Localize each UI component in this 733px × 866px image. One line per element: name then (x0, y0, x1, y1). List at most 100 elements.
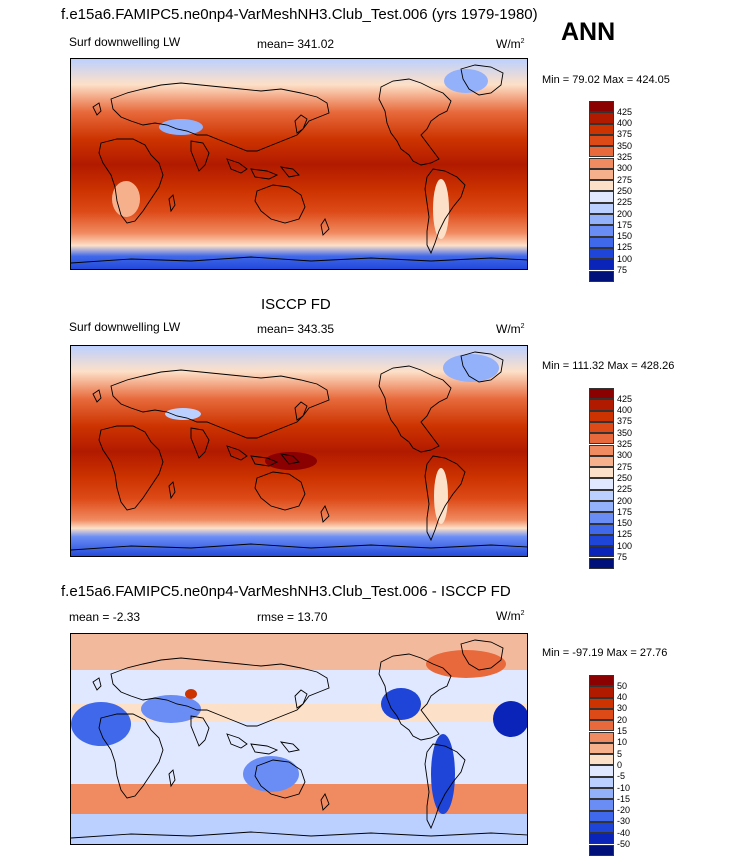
panel2-colorbar: 425 400 375 350 325 300 275 250 225 200 175 150 125 1… (589, 388, 632, 569)
panel2-colorbar-swatch (589, 421, 614, 434)
panel3-colorbar-tick-label: 0 (617, 759, 623, 770)
panel1-units-exp: 2 (520, 38, 525, 45)
panel1-colorbar-tick-label: 200 (617, 208, 633, 219)
panel3-colorbar-tick-label: 50 (617, 680, 628, 691)
panel3-mean-value: -2.33 (112, 610, 141, 624)
panel2-colorbar-swatch (589, 455, 614, 468)
panel3-colorbar-tick-label: 20 (617, 714, 628, 725)
panel1-colorbar-swatch (589, 123, 614, 135)
panel3-units-exp: 2 (520, 610, 525, 617)
panel3-colorbar-swatch (589, 788, 614, 800)
panel3-colorbar-swatch (589, 686, 614, 698)
panel2-min-label: Min = (542, 360, 570, 372)
panel2-andes (434, 468, 448, 524)
panel3-title: f.e15a6.FAMIPC5.ne0np4-VarMeshNH3.Club_T… (61, 583, 511, 600)
panel3-colorbar-tick-label: 40 (617, 692, 628, 703)
panel3-colorbar-tick-label: 5 (617, 748, 623, 759)
panel2-max-value: 428.26 (640, 360, 675, 372)
panel1-colorbar-swatch (589, 202, 614, 214)
panel2-colorbar-swatch (589, 534, 614, 547)
panel2-colorbar-swatch (589, 399, 614, 411)
panel3-min-label: Min = (542, 647, 570, 659)
panel2-colorbar-tick-label: 200 (617, 495, 633, 506)
panel1-colorbar-swatch (589, 101, 614, 113)
panel2-warm-pool (265, 452, 317, 470)
panel2-colorbar-tick-label: 100 (617, 540, 633, 551)
panel2-colorbar-tick-label: 375 (617, 416, 633, 427)
panel1-colorbar-tick-label: 275 (617, 174, 633, 185)
panel3-max-label: Max = (606, 647, 637, 659)
panel1-mean-label: mean= (257, 37, 295, 51)
panel1-colorbar-swatch (589, 225, 614, 237)
panel2-colorbar-swatch (589, 546, 614, 558)
panel1-colorbar-tick-label: 325 (617, 152, 633, 162)
panel1-minmax: Min = 79.02 Max = 424.05 (542, 74, 670, 86)
panel3-colorbar-swatch (589, 821, 614, 834)
panel1-colorbar-tick-label: 425 (617, 106, 633, 117)
panel1-tibet-cold (159, 119, 203, 135)
panel2-units-exp: 2 (520, 323, 525, 330)
panel2-mean-label: mean= (257, 322, 295, 336)
panel2-colorbar-tick-label: 175 (617, 506, 633, 517)
panel1-mean-value: 341.02 (297, 37, 335, 51)
panel1-colorbar-swatch (589, 236, 614, 248)
panel3-warm-spot (185, 689, 197, 699)
panel3-samerica-cold (431, 734, 455, 814)
panel1-colorbar-swatch (589, 157, 614, 169)
panel2-tibet-cold (165, 408, 201, 420)
panel1-colorbar-tick-label: 375 (617, 129, 633, 140)
panel3-arctic-warm (426, 650, 506, 678)
panel3-colorbar-swatch (589, 675, 614, 687)
panel3-colorbar-swatch (589, 731, 614, 743)
panel2-colorbar-swatch (589, 557, 614, 569)
panel2-mean-value: 343.35 (297, 322, 335, 336)
panel2-units-base: W/m (496, 322, 521, 336)
panel1-units-base: W/m (496, 37, 521, 51)
panel2-colorbar-swatch (589, 523, 614, 535)
panel3-minmax: Min = -97.19 Max = 27.76 (542, 647, 667, 659)
panel2-colorbar-swatch (589, 433, 614, 445)
panel3-colorbar-tick-label: 30 (617, 703, 628, 714)
main-title: f.e15a6.FAMIPC5.ne0np4-VarMeshNH3.Club_T… (61, 6, 538, 23)
panel2-colorbar-swatch (589, 388, 614, 400)
panel2-colorbar-swatch (589, 501, 614, 513)
panel1-colorbar-tick-label: 400 (617, 118, 633, 129)
panel3-colorbar-swatch (589, 776, 614, 788)
panel3-colorbar-swatch (589, 708, 614, 721)
panel2-colorbar-tick-label: 400 (617, 405, 633, 416)
panel1-colorbar-tick-label: 75 (617, 265, 628, 275)
panel1-colorbar-swatch (589, 168, 614, 181)
panel3-colorbar-swatch (589, 742, 614, 755)
panel3-colorbar-swatch (589, 833, 614, 845)
panel1-min-label: Min = (542, 74, 570, 86)
panel1-colorbar-tick-label: 100 (617, 253, 633, 264)
panel1-colorbar-tick-label: 300 (617, 163, 633, 174)
panel1-colorbar-swatch (589, 180, 614, 192)
panel3-africa-cold (71, 702, 131, 746)
panel1-colorbar-tick-label: 175 (617, 219, 633, 230)
panel3-colorbar-swatch (589, 799, 614, 811)
panel3-map (70, 633, 528, 845)
panel2-colorbar-tick-label: 75 (617, 552, 628, 562)
panel1-colorbar-swatch (589, 214, 614, 226)
panel3-colorbar-tick-label: 15 (617, 726, 628, 736)
panel1-mean: mean= 341.02 (257, 37, 334, 51)
panel3-colorbar-tick-label: -20 (617, 805, 631, 816)
panel2-colorbar-swatch (589, 444, 614, 456)
panel1-colorbar-swatch (589, 247, 614, 260)
panel1-andes (433, 179, 449, 239)
panel2-colorbar-tick-label: 150 (617, 518, 633, 529)
panel2-max-label: Max = (607, 360, 638, 372)
panel3-rmse-value: 13.70 (297, 610, 328, 624)
panel3-colorbar-swatch (589, 810, 614, 822)
panel2-min-value: 111.32 (572, 360, 605, 372)
panel2-greenland-cold (443, 354, 499, 382)
panel2-mean: mean= 343.35 (257, 322, 334, 336)
panel2-map (70, 345, 528, 557)
panel2-colorbar-tick-label: 325 (617, 439, 633, 449)
panel1-min-value: 79.02 (572, 74, 600, 86)
panel2-colorbar-swatch (589, 512, 614, 524)
panel1-max-label: Max = (602, 74, 634, 86)
panel3-asia-cold (141, 695, 201, 723)
panel2-colorbar-tick-label: 125 (617, 529, 633, 540)
